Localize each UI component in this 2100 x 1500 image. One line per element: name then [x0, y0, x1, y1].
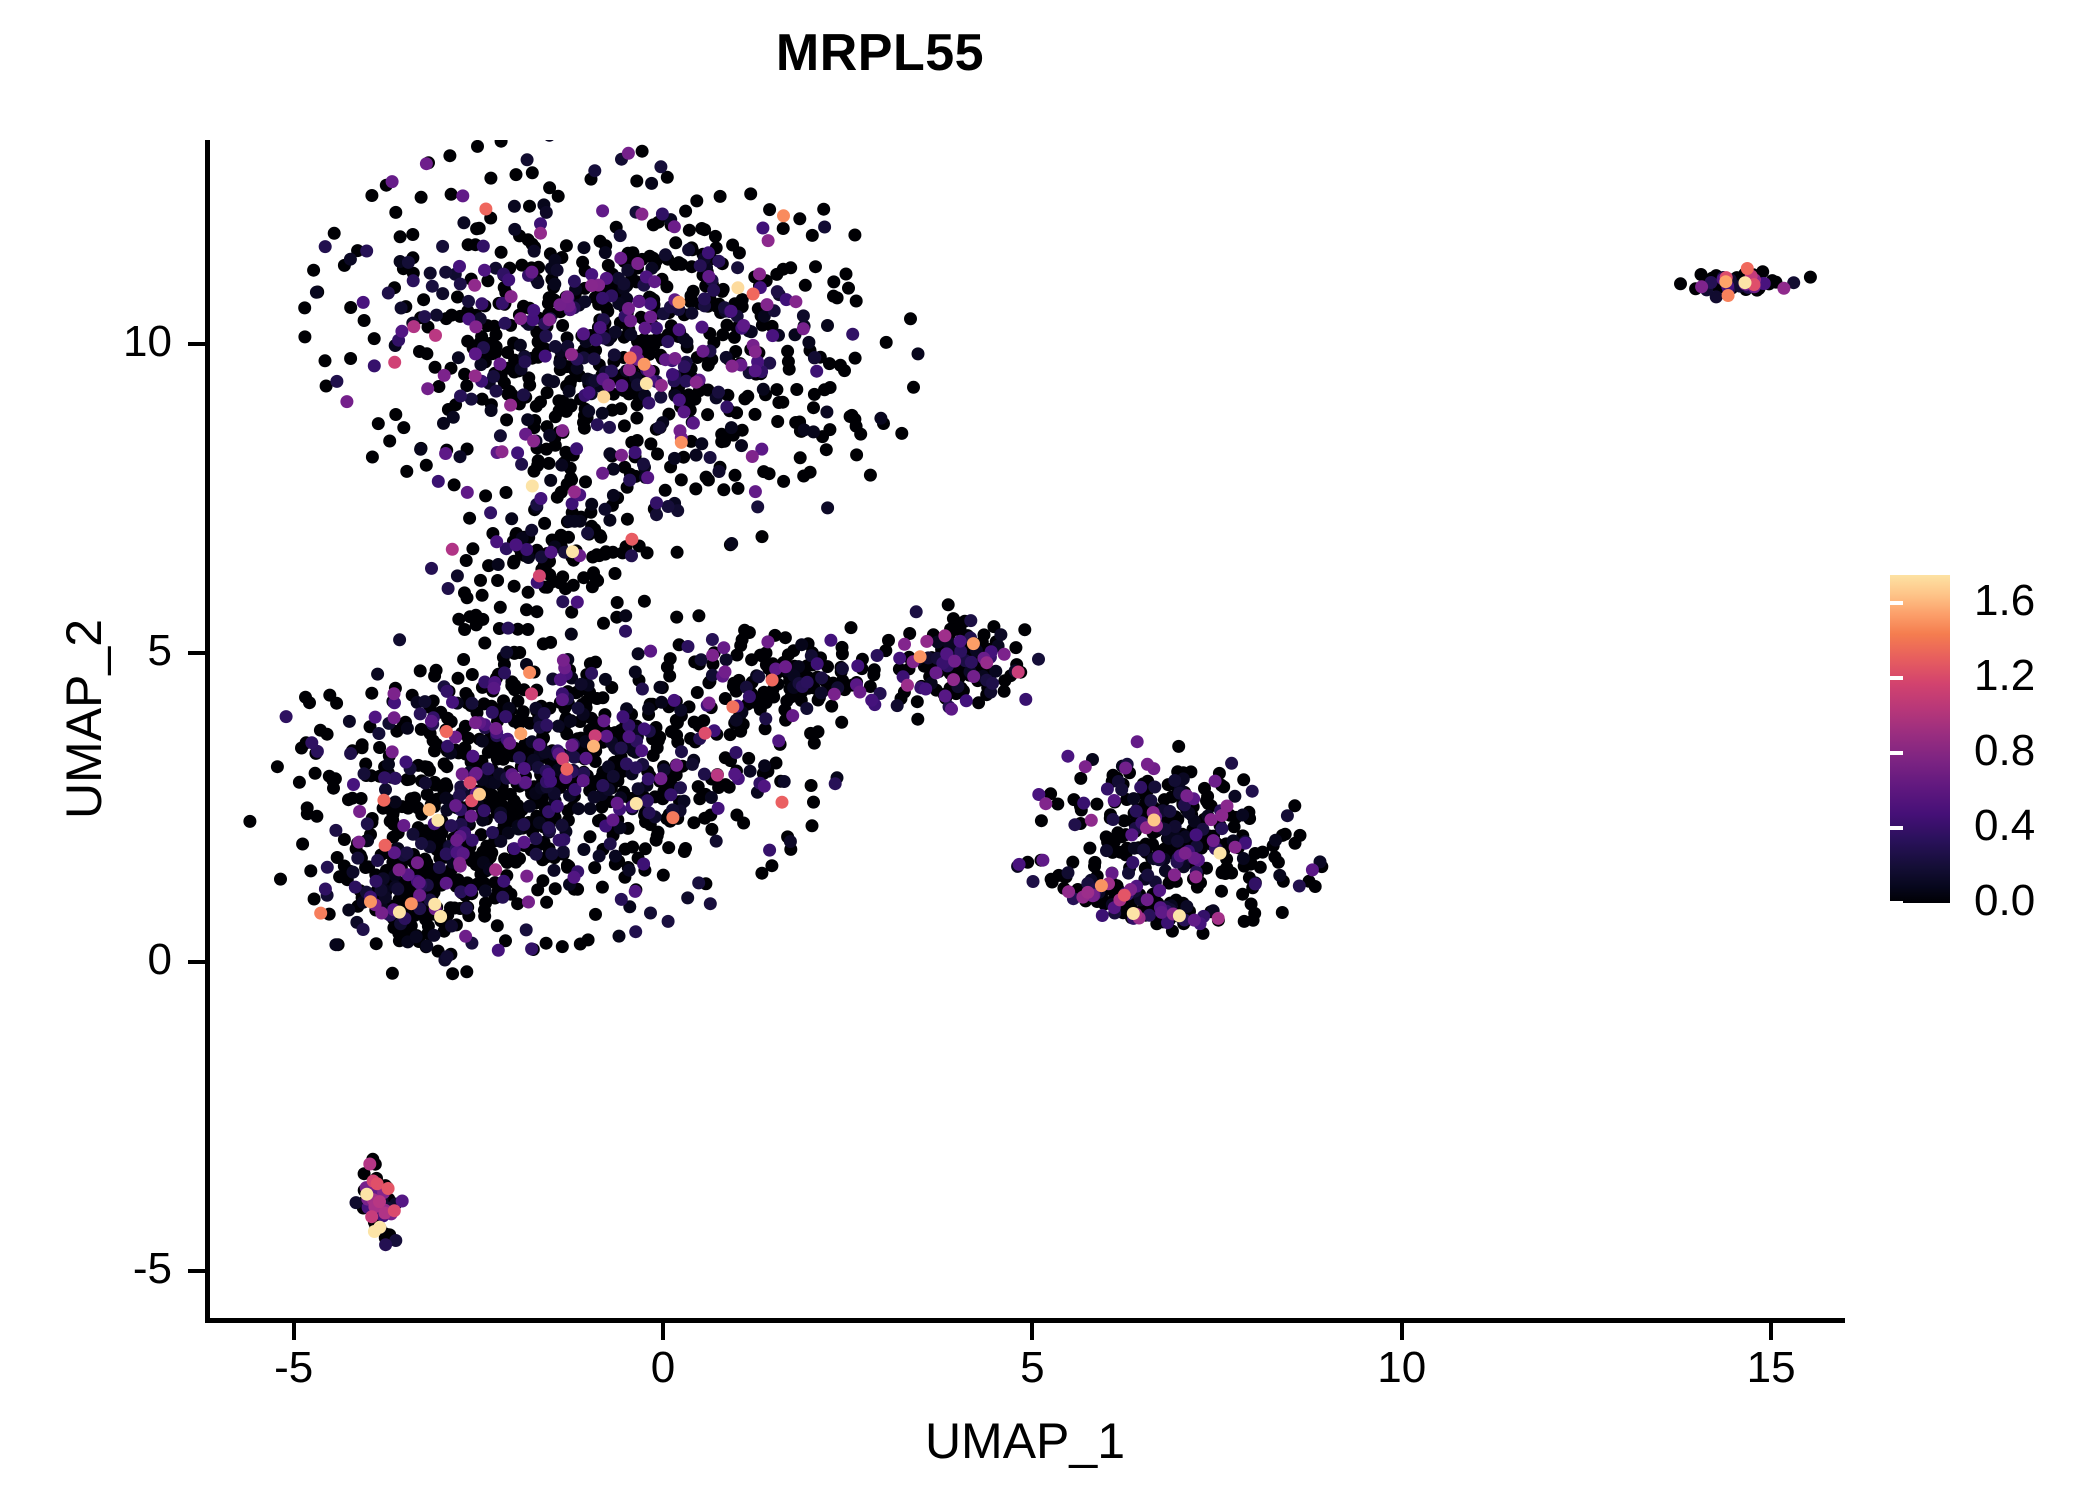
colorbar-tick-label: 0.8 — [1974, 726, 2036, 776]
y-tick-mark — [188, 650, 205, 655]
scatter-points-layer — [243, 140, 1817, 1252]
y-axis-label: UMAP_2 — [56, 618, 112, 820]
y-tick-mark — [188, 959, 205, 964]
colorbar-tick-mark — [2077, 826, 2090, 831]
x-axis-label: UMAP_1 — [924, 1413, 1126, 1469]
x-tick-label: 10 — [1377, 1343, 1427, 1392]
x-tick-label: -5 — [274, 1343, 314, 1392]
colorbar-tick-label: 0.0 — [1974, 876, 2036, 925]
x-axis-line — [205, 1318, 1845, 1323]
colorbar-tick-label: 0.4 — [1974, 801, 2036, 851]
scatter-plot-area[interactable] — [205, 140, 1845, 1320]
x-tick-mark — [1030, 1323, 1035, 1340]
y-tick-label: -5 — [132, 1243, 172, 1293]
colorbar-gradient — [1890, 575, 1950, 903]
colorbar-tick-mark — [1890, 601, 1903, 606]
plot-panel — [205, 140, 1845, 1320]
x-tick-mark — [661, 1323, 666, 1340]
colorbar-tick-label: 1.6 — [1974, 576, 2036, 626]
y-tick-label: 10 — [123, 316, 172, 366]
x-tick-mark — [291, 1323, 296, 1340]
y-tick-mark — [188, 1268, 205, 1273]
colorbar-tick-mark — [2077, 676, 2090, 681]
y-tick-mark — [188, 341, 205, 346]
y-axis-line — [205, 140, 210, 1322]
x-tick-label: 15 — [1746, 1343, 1796, 1392]
x-tick-label: 0 — [650, 1343, 676, 1392]
page-title: MRPL55 — [775, 24, 985, 82]
colorbar-tick-mark — [2077, 601, 2090, 606]
colorbar-legend: 0.0 0.4 0.8 1.2 1.6 — [1890, 575, 2090, 925]
y-tick-label: 0 — [147, 934, 172, 984]
x-tick-label: 5 — [1020, 1343, 1045, 1392]
colorbar-tick-mark — [1890, 751, 1903, 756]
colorbar-tick-label: 1.2 — [1974, 651, 2036, 701]
x-tick-mark — [1769, 1323, 1774, 1340]
colorbar-tick-mark — [2077, 751, 2090, 756]
colorbar-tick-mark — [2077, 901, 2090, 905]
y-tick-label: 5 — [147, 625, 172, 675]
colorbar-tick-mark — [1890, 901, 1903, 905]
x-tick-mark — [1399, 1323, 1404, 1340]
colorbar-tick-mark — [1890, 676, 1903, 681]
colorbar-tick-mark — [1890, 826, 1903, 831]
